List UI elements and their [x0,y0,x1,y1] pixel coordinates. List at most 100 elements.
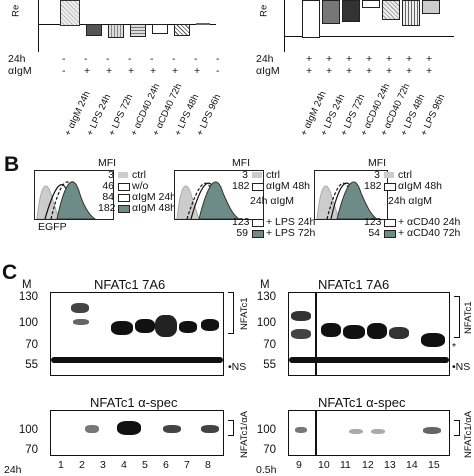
legend-label: + αCD40 72h [398,227,461,239]
band [421,333,445,347]
lane-number: 11 [340,459,351,471]
time-label-left: 24h [4,464,22,476]
legend-swatch [384,219,396,227]
histogram-3-sub: 24h αIgM [388,195,433,207]
band [371,429,385,434]
histogram-xlabel: EGFP [38,221,67,233]
mw-marker: 100 [18,424,38,436]
legend-swatch [252,230,264,238]
band [135,319,155,333]
mfi-value: 182 [232,180,250,192]
ns-label-left: •NS [228,361,247,373]
bracket-bottom-right [454,420,460,436]
mw-marker: 70 [263,444,276,456]
mw-marker: 70 [263,339,276,351]
legend-swatch [252,172,262,178]
ns-band-left [51,357,223,363]
left-chart-yaxis [38,0,39,52]
sign-24h: + [346,53,353,65]
histogram-3-curves [316,181,378,219]
band [343,325,365,339]
legend-swatch [252,183,264,191]
left-bar-3 [108,24,124,38]
sign-aigm: + [150,65,157,77]
sign-24h: - [216,53,220,65]
sign-24h: - [84,53,88,65]
mw-marker: 100 [256,424,276,436]
band [111,321,133,335]
sign-aigm: + [172,65,179,77]
sign-24h: + [366,53,373,65]
bracket-bottom-left [228,420,234,436]
legend-swatch [118,194,130,202]
right-bar-3 [342,0,360,22]
lane-number: 8 [205,459,211,471]
blot-bottom-left [50,410,224,456]
band [291,329,311,339]
lane-number: 15 [428,459,440,471]
band [389,327,409,339]
mw-marker: 100 [256,317,276,329]
left-bar-1 [60,0,80,26]
histogram-1-curves [36,181,96,219]
mfi-value: 123 [232,216,250,228]
mfi-value: 3 [108,169,114,181]
band [423,427,441,434]
legend-label: w/o [132,180,149,192]
band [85,425,99,433]
sign-aigm: + [106,65,113,77]
side-label-top-right: NFATc1 [463,301,474,334]
lane-divider [315,293,317,375]
mfi-value: 3 [242,169,248,181]
sign-aigm: + [346,65,353,77]
left-bar-7 [196,23,210,25]
bracket-top-right [454,296,460,338]
band [321,323,341,337]
sign-aigm: + [326,65,333,77]
sign-aigm: + [128,65,135,77]
legend-swatch [384,172,394,178]
left-chart-baseline [38,24,216,25]
sign-24h: + [326,53,333,65]
sign-aigm: + [426,65,433,77]
left-bar-6 [174,24,190,36]
mfi-value: 59 [236,227,248,239]
sign-aigm: + [194,65,201,77]
lane-number: 14 [406,459,418,471]
legend-swatch [384,230,396,238]
histogram-3-mfi: MFI [368,157,387,169]
mfi-value: 182 [364,180,382,192]
side-label-bottom-right: NFATc1/αA [463,410,474,458]
sign-24h: - [194,53,198,65]
legend-swatch [252,219,264,227]
legend-swatch [118,183,130,191]
legend-swatch [118,205,130,213]
row-label-aigm-left: αIgM [8,65,32,77]
legend-label: ctrl [398,169,412,181]
side-label-top-left: NFATc1 [239,297,250,330]
sign-24h: - [172,53,176,65]
histogram-2-mfi: MFI [232,157,251,169]
histogram-1-plot [34,170,114,220]
right-chart-yaxis [284,0,285,52]
panel-a-ylabel-left: Re [10,4,22,17]
sign-aigm: + [386,65,393,77]
band [201,425,219,433]
histogram-2-curves [176,181,240,219]
mfi-value: 123 [364,216,382,228]
legend-label: αIgM 48h [266,180,311,192]
marker-label-right: M [260,279,270,291]
sign-24h: - [106,53,110,65]
mfi-value: 84 [102,191,114,203]
band [349,429,363,434]
row-label-24h-right: 24h [256,53,274,65]
band [295,427,307,433]
left-bar-5 [152,24,168,34]
sign-24h: - [128,53,132,65]
mw-marker: 55 [263,359,276,371]
panel-b-letter: B [4,153,20,176]
legend-label: ctrl [266,169,280,181]
time-label-right: 0.5h [256,464,277,476]
row-label-24h-left: 24h [8,53,26,65]
legend-label: + LPS 72h [266,227,316,239]
